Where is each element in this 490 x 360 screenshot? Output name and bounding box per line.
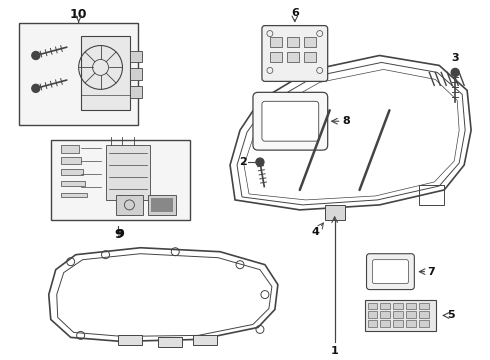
Bar — [51, 140, 190, 220]
Bar — [406, 302, 416, 310]
Bar — [406, 311, 416, 319]
Polygon shape — [325, 205, 344, 220]
Bar — [393, 302, 403, 310]
Text: 6: 6 — [291, 8, 299, 18]
Circle shape — [256, 158, 264, 166]
Bar — [148, 195, 176, 215]
Bar — [61, 157, 81, 164]
Bar — [380, 320, 391, 328]
Circle shape — [451, 68, 459, 76]
Bar — [130, 68, 143, 80]
Bar — [368, 302, 377, 310]
Bar — [419, 302, 429, 310]
Text: 4: 4 — [312, 227, 319, 237]
Bar — [419, 320, 429, 328]
Bar — [287, 53, 299, 62]
Bar — [119, 336, 143, 345]
FancyBboxPatch shape — [262, 101, 318, 141]
Text: 2: 2 — [239, 157, 247, 167]
Bar — [270, 37, 282, 46]
Bar — [304, 37, 316, 46]
Bar — [368, 320, 377, 328]
Bar — [365, 300, 436, 332]
Bar — [380, 311, 391, 319]
FancyBboxPatch shape — [253, 92, 328, 150]
Bar — [130, 86, 143, 98]
Text: 9: 9 — [117, 229, 124, 239]
Bar — [270, 53, 282, 62]
Text: 1: 1 — [331, 346, 339, 356]
Circle shape — [32, 51, 40, 59]
Bar — [116, 195, 144, 215]
Bar — [151, 198, 173, 212]
Bar — [61, 181, 85, 186]
Bar — [61, 193, 87, 197]
Bar — [393, 320, 403, 328]
Text: 9: 9 — [114, 228, 123, 241]
Bar — [19, 23, 138, 125]
Bar — [393, 311, 403, 319]
Bar — [61, 145, 78, 153]
Text: 3: 3 — [451, 54, 459, 63]
Text: 10: 10 — [70, 8, 87, 21]
Bar — [380, 302, 391, 310]
Bar — [193, 336, 217, 345]
Text: 7: 7 — [427, 267, 435, 276]
Bar — [81, 36, 130, 110]
Bar — [130, 50, 143, 62]
FancyBboxPatch shape — [367, 254, 415, 289]
Bar — [105, 145, 150, 200]
Bar — [158, 337, 182, 347]
Bar — [287, 37, 299, 46]
Bar — [368, 311, 377, 319]
Bar — [304, 53, 316, 62]
FancyBboxPatch shape — [262, 26, 328, 81]
FancyBboxPatch shape — [372, 260, 408, 284]
Bar — [406, 320, 416, 328]
Circle shape — [32, 84, 40, 92]
Text: 5: 5 — [447, 310, 455, 320]
Bar — [419, 311, 429, 319]
Bar — [61, 169, 83, 175]
Text: 8: 8 — [343, 116, 350, 126]
